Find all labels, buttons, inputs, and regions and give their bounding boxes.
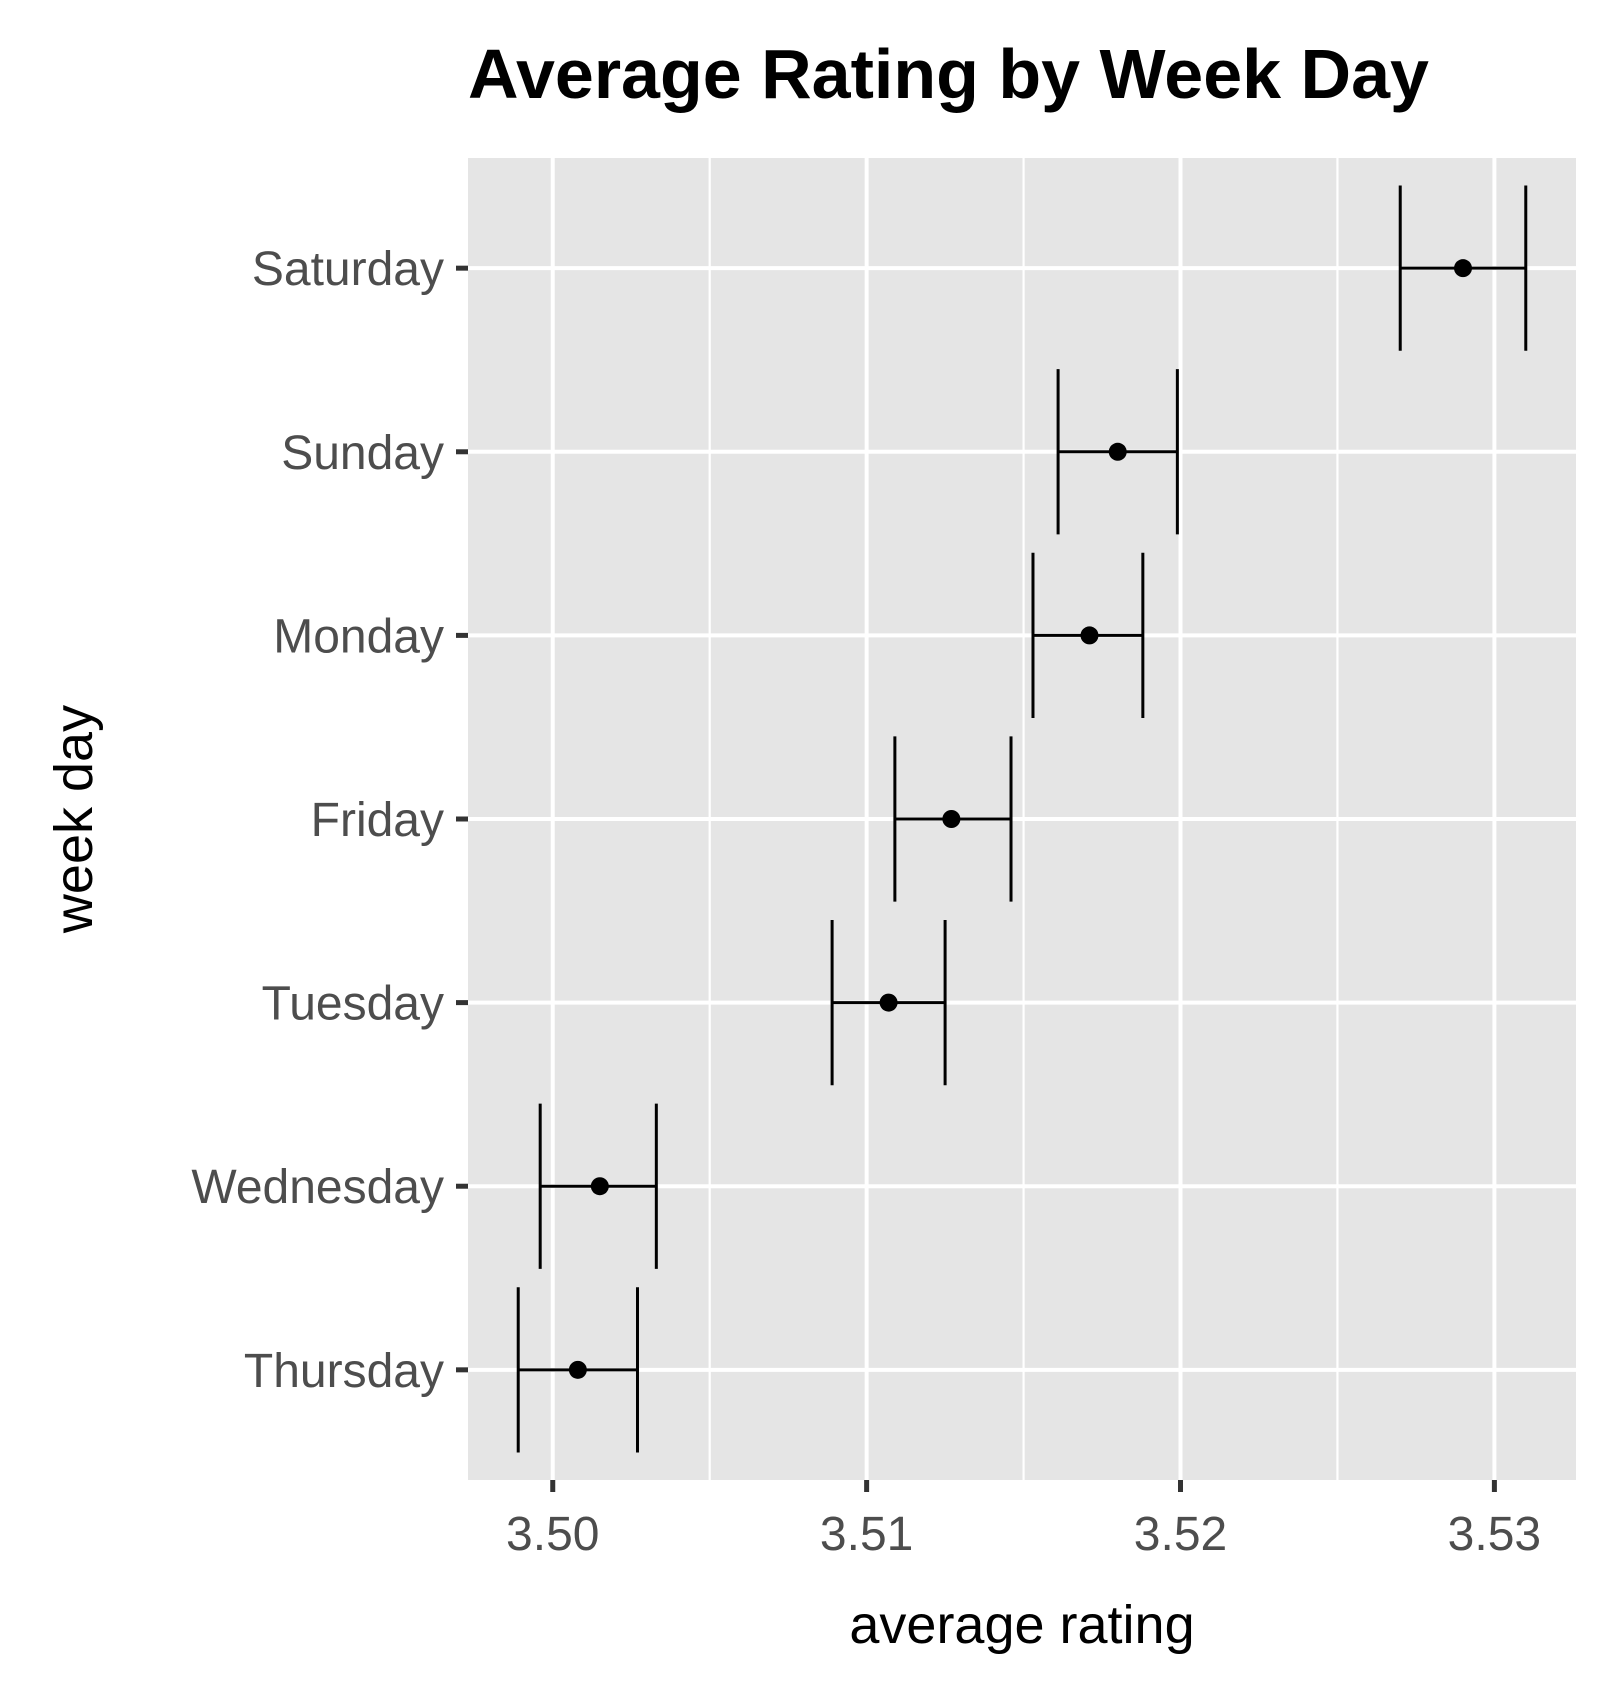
x-tick-label: 3.53 <box>1448 1508 1541 1561</box>
mean-point <box>942 810 961 828</box>
y-tick-label: Wednesday <box>191 1161 444 1214</box>
mean-point <box>1080 626 1099 645</box>
x-tick-label: 3.51 <box>820 1508 913 1561</box>
major-gridlines <box>468 158 1576 1480</box>
mean-point <box>879 993 898 1012</box>
y-tick-label: Friday <box>311 794 444 847</box>
y-axis-title: week day <box>44 705 104 934</box>
mean-point <box>568 1360 587 1379</box>
y-tick-label: Thursday <box>244 1345 444 1398</box>
y-tick-label: Tuesday <box>262 978 444 1031</box>
mean-point <box>1108 442 1127 461</box>
y-tick-label: Sunday <box>281 427 444 480</box>
x-axis-ticks: 3.50 3.51 3.52 3.53 <box>506 1480 1541 1561</box>
x-tick-label: 3.50 <box>506 1508 599 1561</box>
mean-point <box>1454 259 1473 278</box>
x-tick-label: 3.52 <box>1134 1508 1227 1561</box>
x-axis-title: average rating <box>849 1595 1194 1655</box>
y-tick-label: Monday <box>273 610 444 663</box>
y-tick-label: Saturday <box>252 243 444 296</box>
chart-title: Average Rating by Week Day <box>468 35 1429 113</box>
errorbar-marks <box>516 185 1528 1453</box>
y-axis-ticks: Saturday Sunday Monday Friday Tuesday Wednesd… <box>191 243 468 1398</box>
mean-point <box>590 1177 609 1196</box>
